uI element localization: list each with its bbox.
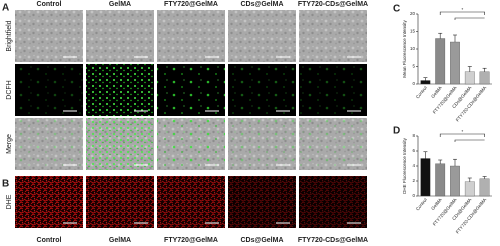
x-tick-label: GelMA xyxy=(430,197,443,211)
x-tick-label: Control xyxy=(415,85,428,99)
column-header: CDs@GelMA xyxy=(241,1,284,8)
y-axis-label: DHE Fluorescence Intensity xyxy=(402,137,407,194)
red-signal xyxy=(299,176,367,228)
x-tick-label: Control xyxy=(415,197,428,211)
y-tick-label: 0 xyxy=(412,193,415,198)
bar xyxy=(435,163,446,197)
bar xyxy=(450,41,460,85)
x-tick-label: FTY720-CDs@GelMA xyxy=(455,85,487,122)
column-footer: Control xyxy=(37,237,62,244)
bar xyxy=(435,38,446,85)
bar xyxy=(479,71,490,85)
significance-mark: * xyxy=(462,7,464,12)
bar xyxy=(450,165,460,197)
y-tick-label: 10 xyxy=(410,46,416,51)
y-tick-label: 20 xyxy=(410,11,416,16)
green-signal xyxy=(86,64,154,116)
column-footer: CDs@GelMA xyxy=(241,237,284,244)
y-tick-label: 8 xyxy=(412,133,415,138)
column-header: GelMA xyxy=(109,1,131,8)
row-label: DCFH xyxy=(6,80,13,99)
green-signal xyxy=(299,64,367,116)
y-tick-label: 4 xyxy=(412,163,415,168)
x-tick-label: FTY720-CDs@GelMA xyxy=(455,197,487,234)
column-header: Control xyxy=(37,1,62,8)
bar xyxy=(464,181,475,197)
brightfield-image xyxy=(299,10,367,62)
significance-bracket xyxy=(439,11,485,15)
brightfield-image xyxy=(228,10,296,62)
bar xyxy=(479,178,490,197)
panel-letter: D xyxy=(393,126,400,137)
y-tick-label: 0 xyxy=(412,81,415,86)
brightfield-image xyxy=(86,10,154,62)
row-label: Brightfield xyxy=(6,20,13,51)
green-signal xyxy=(15,64,83,116)
red-signal xyxy=(86,176,154,228)
y-axis-label: Mean Fluorescence Intensity xyxy=(402,19,407,77)
bar xyxy=(464,71,475,85)
column-footer: FTY720@GelMA xyxy=(164,237,218,244)
y-tick-label: 2 xyxy=(412,178,415,183)
significance-bracket xyxy=(439,133,485,137)
row-label: DHE xyxy=(6,194,13,209)
green-signal xyxy=(157,118,225,170)
column-footer: FTY720-CDs@GelMA xyxy=(298,237,368,244)
panel-letter: C xyxy=(393,4,400,15)
micrographs xyxy=(15,10,367,228)
green-signal xyxy=(299,118,367,170)
significance-bracket xyxy=(454,139,485,142)
red-signal xyxy=(228,176,296,228)
bar xyxy=(420,80,431,85)
red-signal xyxy=(157,176,225,228)
green-signal xyxy=(228,64,296,116)
panel-letter: B xyxy=(2,179,9,190)
green-signal xyxy=(15,118,83,170)
green-signal xyxy=(228,118,296,170)
green-signal xyxy=(157,64,225,116)
x-tick-label: GelMA xyxy=(430,85,443,99)
panel-letter: A xyxy=(2,3,9,14)
y-tick-label: 15 xyxy=(410,29,416,34)
red-signal xyxy=(15,176,83,228)
green-signal xyxy=(86,118,154,170)
bar xyxy=(420,158,431,197)
column-header: FTY720-CDs@GelMA xyxy=(298,1,368,8)
row-label: Merge xyxy=(6,134,13,154)
column-footer: GelMA xyxy=(109,237,131,244)
y-tick-label: 6 xyxy=(412,148,415,153)
brightfield-image xyxy=(15,10,83,62)
significance-bracket xyxy=(454,17,485,20)
column-header: FTY720@GelMA xyxy=(164,1,218,8)
significance-mark: * xyxy=(462,129,464,134)
brightfield-image xyxy=(157,10,225,62)
y-tick-label: 5 xyxy=(412,64,415,69)
